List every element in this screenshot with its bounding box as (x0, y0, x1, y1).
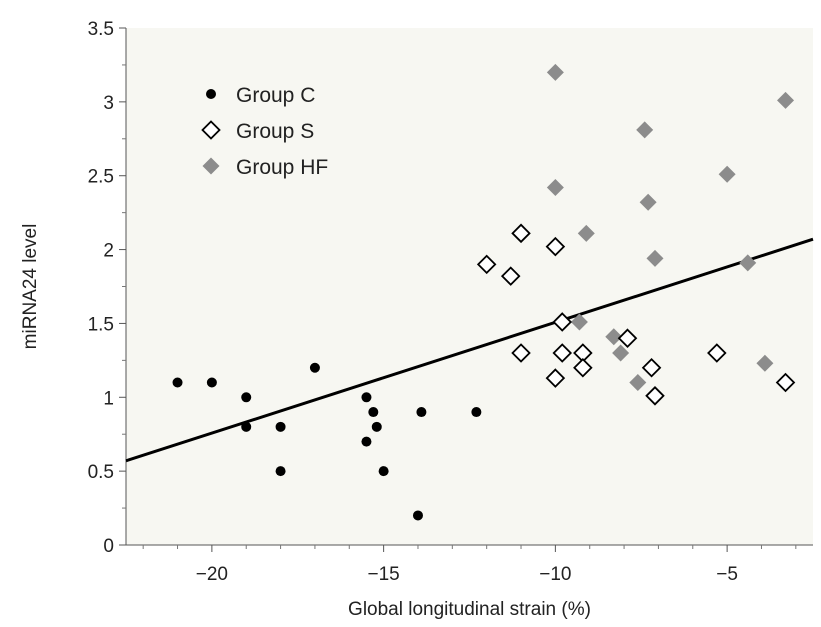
point-group-s (775, 372, 796, 393)
legend: Group C Group S Group HF (201, 84, 328, 179)
y-tick-label: 0.5 (88, 462, 114, 483)
x-tick-label: −15 (368, 564, 400, 585)
legend-label: Group C (236, 84, 315, 107)
point-group-s (617, 328, 638, 348)
x-axis-label: Global longitudinal strain (%) (348, 599, 591, 620)
y-tick-label: 3 (103, 93, 114, 114)
legend-label: Group S (236, 120, 314, 143)
point-group-c (275, 421, 286, 432)
point-group-hf (577, 224, 595, 242)
point-group-hf (546, 179, 564, 197)
x-tick-label: −10 (539, 564, 571, 585)
plot-area (126, 28, 813, 545)
legend-marker (202, 157, 220, 175)
point-group-s (500, 266, 521, 286)
point-group-c (371, 421, 382, 432)
axis-ticks: 0 0.5 1 1.5 2 2.5 3 3.5 −20 −15 −10 −5 (88, 19, 813, 585)
point-group-s (573, 357, 593, 378)
point-group-hf (636, 121, 654, 139)
point-group-s (552, 343, 573, 363)
point-group-s (511, 223, 531, 244)
y-tick-label: 1.5 (88, 314, 114, 335)
point-group-c (172, 377, 183, 388)
point-group-c (416, 407, 427, 418)
y-tick-label: 3.5 (88, 19, 114, 40)
legend-label: Group HF (236, 156, 328, 179)
point-group-c (361, 436, 372, 447)
point-group-hf (546, 63, 564, 81)
regression-line (125, 237, 814, 463)
point-group-s (476, 254, 497, 275)
point-group-c (241, 392, 252, 403)
regression-line-layer (125, 237, 814, 463)
point-group-hf (756, 354, 774, 372)
y-tick-label: 0 (103, 536, 114, 557)
point-group-c (378, 466, 389, 477)
point-group-hf (629, 374, 647, 392)
point-group-c (368, 407, 379, 418)
point-group-s (707, 343, 727, 363)
point-group-s (545, 236, 566, 257)
point-group-c (206, 377, 217, 388)
point-group-c (412, 510, 423, 521)
point-group-s (511, 343, 531, 363)
point-group-s (645, 386, 665, 406)
legend-marker (201, 120, 221, 140)
point-group-c (241, 421, 252, 432)
point-group-c (309, 362, 320, 373)
y-tick-label: 2.5 (88, 167, 114, 188)
x-tick-label: −5 (716, 564, 738, 585)
point-group-hf (570, 313, 588, 331)
point-group-hf (639, 193, 657, 211)
y-tick-label: 1 (103, 388, 114, 409)
data-points (172, 63, 796, 521)
point-group-hf (605, 328, 623, 346)
point-group-s (641, 357, 662, 378)
point-group-s (545, 368, 566, 388)
point-group-hf (739, 254, 757, 272)
y-axis-label: miRNA24 level (20, 224, 41, 350)
point-group-c (275, 466, 286, 477)
x-tick-label: −20 (196, 564, 228, 585)
point-group-hf (646, 249, 664, 267)
point-group-c (361, 392, 372, 403)
y-tick-label: 2 (103, 241, 114, 262)
point-group-hf (612, 344, 630, 362)
point-group-c (471, 407, 482, 418)
legend-marker (206, 89, 216, 99)
point-group-s (552, 312, 573, 332)
point-group-hf (718, 165, 736, 183)
point-group-hf (777, 91, 795, 109)
